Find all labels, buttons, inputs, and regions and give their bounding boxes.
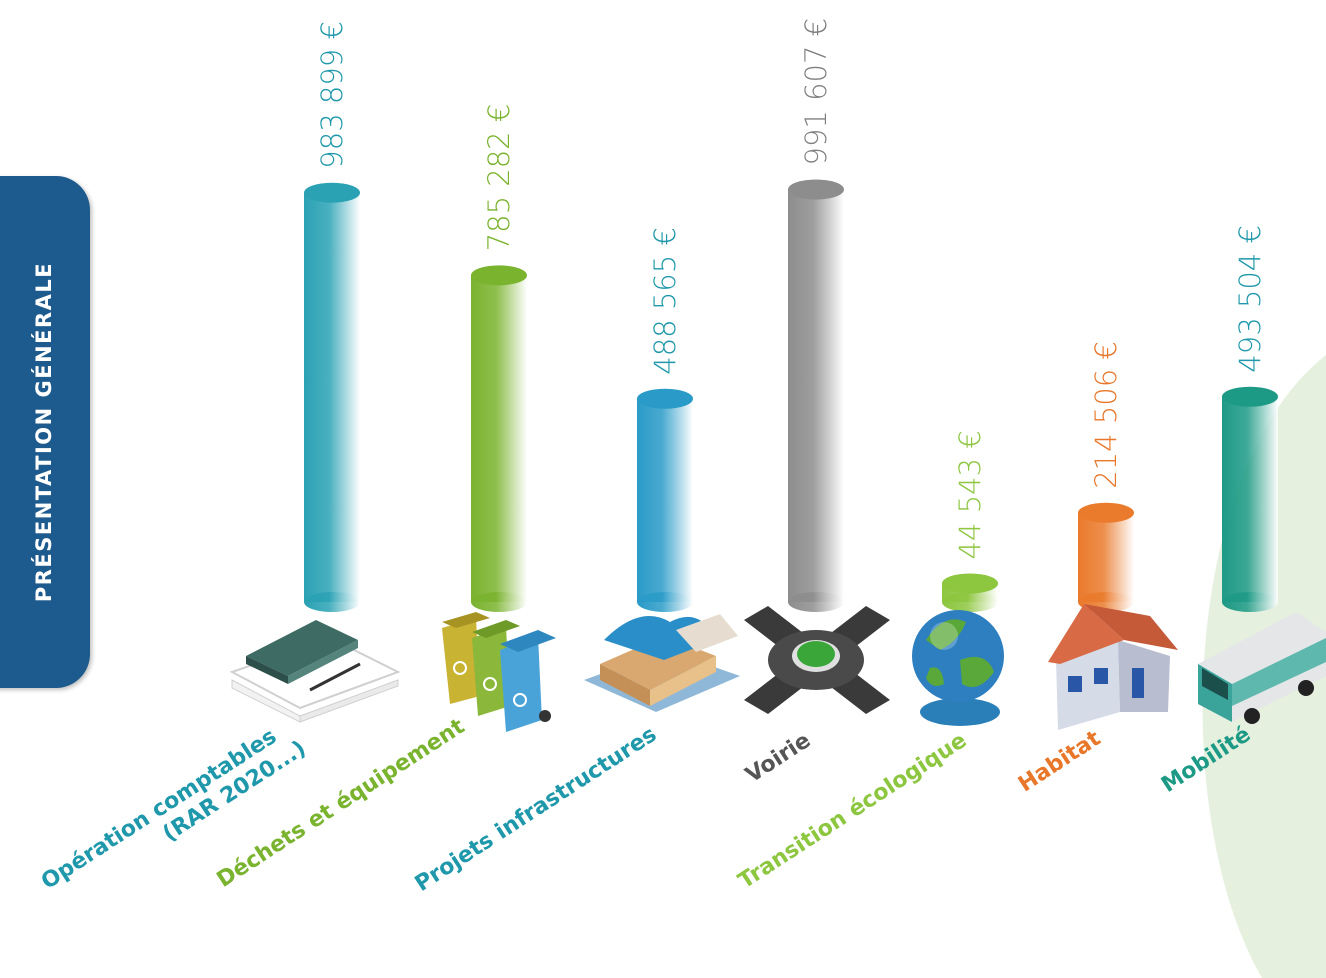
category-label-5: Habitat — [1014, 726, 1106, 798]
value-label-6: 493 504 € — [1233, 225, 1267, 373]
bar-base-0 — [304, 592, 360, 612]
category-label-0: Opération comptables(RAR 2020...) — [37, 714, 311, 916]
house-icon — [1048, 604, 1178, 730]
sidebar-tab — [0, 176, 90, 688]
recycling-bins-icon — [442, 612, 556, 732]
value-label-3: 991 607 € — [799, 18, 833, 166]
icons-layer — [229, 604, 1326, 732]
bar-cap-2 — [637, 388, 693, 409]
bars-layer — [304, 179, 1278, 612]
bar-2 — [637, 398, 693, 602]
bar-base-1 — [471, 592, 527, 612]
bar-cap-6 — [1222, 386, 1278, 407]
bus-icon — [1198, 612, 1326, 724]
bar-1 — [471, 275, 527, 602]
bar-cap-0 — [304, 182, 360, 203]
category-label-3: Voirie — [741, 728, 815, 788]
bar-cap-1 — [471, 265, 527, 286]
building-icon — [584, 614, 740, 712]
bar-base-6 — [1222, 592, 1278, 612]
ledger-book-icon — [229, 620, 401, 723]
bar-5 — [1078, 512, 1134, 602]
bar-6 — [1222, 396, 1278, 602]
roundabout-icon — [744, 606, 890, 714]
category-label-6: Mobilité — [1157, 722, 1255, 798]
bar-cap-4 — [942, 573, 998, 594]
value-label-2: 488 565 € — [648, 227, 682, 375]
value-label-0: 983 899 € — [315, 21, 349, 169]
value-label-1: 785 282 € — [482, 104, 516, 252]
bar-base-4 — [942, 592, 998, 612]
value-label-5: 214 506 € — [1089, 341, 1123, 489]
bar-base-3 — [788, 592, 844, 612]
bar-3 — [788, 189, 844, 602]
bar-base-2 — [637, 592, 693, 612]
globe-icon — [912, 610, 1004, 726]
bar-cap-5 — [1078, 502, 1134, 523]
bar-cap-3 — [788, 179, 844, 200]
bar-0 — [304, 192, 360, 603]
value-label-4: 44 543 € — [953, 430, 987, 559]
